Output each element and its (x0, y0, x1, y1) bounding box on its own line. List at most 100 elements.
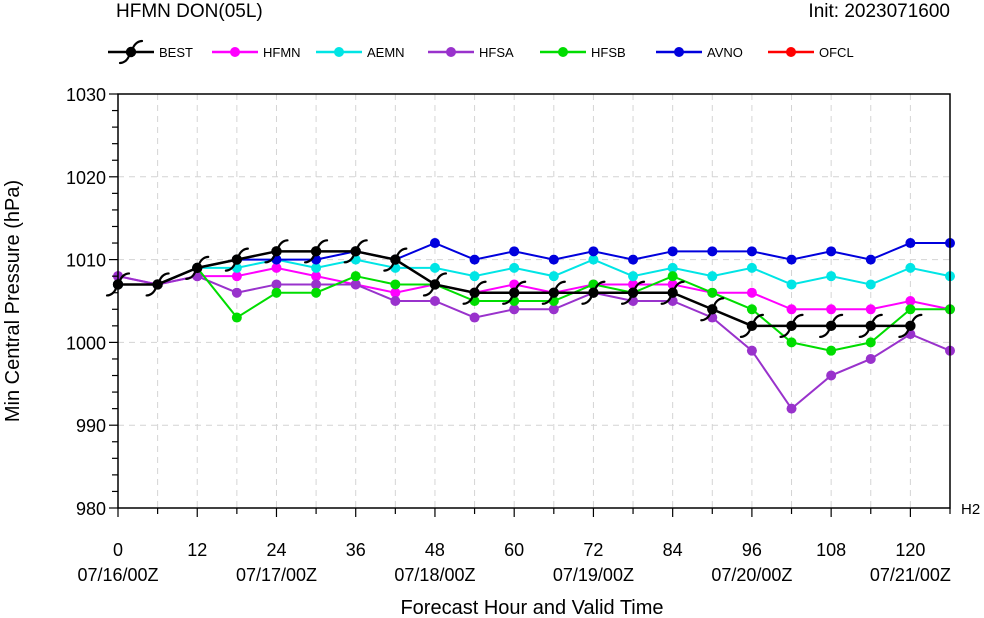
hurricane-arm (462, 295, 474, 305)
chart-title: HFMN DON(05L) (116, 1, 263, 22)
legend-marker (230, 47, 240, 57)
hurricane-arm (264, 254, 276, 264)
data-point (145, 272, 170, 297)
y-tick-label: 1020 (66, 168, 106, 188)
hurricane-core (825, 320, 837, 332)
legend-item-ofcl: OFCL (768, 45, 854, 60)
hurricane-arm (303, 254, 316, 264)
hurricane-arm (502, 295, 514, 305)
data-point (350, 271, 361, 282)
hurricane-arm (739, 328, 752, 338)
legend-item-best: BEST (108, 39, 193, 65)
data-point (865, 254, 876, 265)
data-point (502, 280, 527, 305)
data-point (667, 246, 678, 257)
hurricane-arm (185, 270, 197, 280)
hurricane-arm (237, 247, 249, 257)
legend-label: BEST (159, 45, 193, 60)
x-tick-label: 108 (816, 540, 846, 560)
hurricane-arm (475, 280, 487, 290)
data-point (390, 287, 401, 298)
data-point (865, 304, 876, 315)
hurricane-arm (356, 239, 368, 249)
data-point (264, 239, 289, 264)
hurricane-arm (316, 239, 329, 249)
data-point (620, 280, 646, 305)
legend-label: HFMN (263, 45, 301, 60)
series-line (117, 266, 951, 311)
x-tick-label: 96 (742, 540, 762, 560)
data-point (548, 254, 559, 265)
legend-label: HFSA (479, 45, 514, 60)
legend-label: HFSB (591, 45, 626, 60)
data-point (660, 280, 685, 305)
data-point (786, 304, 797, 315)
hurricane-arm (779, 328, 791, 338)
hurricane-arm (633, 280, 646, 290)
y-tick-label: 990 (76, 416, 106, 436)
y-tick-label: 980 (76, 499, 106, 519)
data-point (905, 304, 916, 315)
x-date-label: 07/20/00Z (711, 565, 792, 585)
hurricane-arm (343, 254, 355, 264)
hurricane-core (125, 46, 137, 58)
data-point (383, 247, 408, 272)
data-point (271, 262, 282, 273)
data-point (819, 313, 844, 338)
plot-frame (117, 93, 951, 509)
series-line (117, 275, 951, 411)
x-date-label: 07/17/00Z (236, 565, 317, 585)
data-point (509, 304, 520, 315)
x-tick-label: 60 (504, 540, 524, 560)
data-point (826, 271, 837, 282)
legend-item-hfsb: HFSB (540, 45, 626, 60)
hurricane-arm (858, 328, 870, 338)
legend-item-hfsa: HFSA (428, 45, 514, 60)
data-point (429, 296, 440, 306)
x-tick-label: 120 (895, 540, 925, 560)
legend-marker (674, 47, 684, 57)
data-point (469, 312, 480, 323)
x-date-label: 07/19/00Z (553, 565, 634, 585)
hurricane-arm (871, 313, 883, 323)
hurricane-core (429, 279, 441, 290)
hurricane-arm (105, 287, 118, 297)
series-line (118, 241, 950, 286)
hurricane-arm (118, 272, 131, 282)
data-point (786, 337, 797, 348)
data-point (509, 262, 520, 273)
data-point (667, 271, 678, 282)
series-hfsa (113, 271, 955, 414)
data-point (429, 238, 440, 249)
data-point (390, 279, 401, 290)
data-point (343, 239, 368, 264)
hurricane-core (350, 246, 361, 257)
data-point (746, 262, 757, 273)
init-time: Init: 2023071600 (808, 1, 950, 22)
x-tick-label: 36 (346, 540, 366, 560)
hurricane-arm (515, 280, 527, 290)
data-point (667, 262, 678, 273)
data-point (826, 345, 837, 356)
data-point (779, 313, 804, 338)
legend-item-aemn: AEMN (316, 45, 405, 60)
hurricane-arm (752, 313, 765, 323)
data-point (905, 262, 916, 273)
data-point (509, 246, 520, 257)
data-point (390, 296, 401, 306)
data-point (746, 345, 757, 356)
hurricane-core (231, 254, 243, 265)
hurricane-core (469, 287, 480, 298)
data-point (469, 254, 480, 265)
data-point (548, 304, 559, 315)
data-point (898, 313, 923, 338)
hurricane-core (627, 287, 639, 298)
data-point (581, 280, 606, 305)
hurricane-core (746, 320, 758, 332)
data-point (303, 239, 329, 264)
x-tick-label: 48 (425, 540, 445, 560)
hurricane-arm (792, 313, 804, 323)
data-point (826, 246, 837, 257)
hurricane-core (310, 246, 322, 257)
